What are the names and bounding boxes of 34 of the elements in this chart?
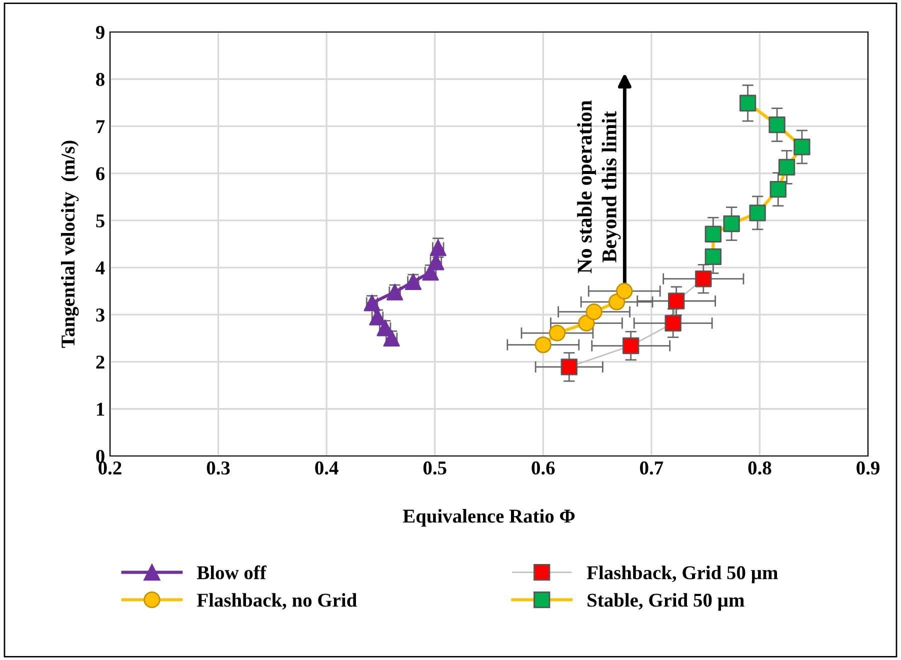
y-tick-label: 1 (96, 402, 104, 416)
y-tick-label: 8 (96, 72, 104, 86)
point (704, 248, 722, 266)
x-tick-label: 0.2 (98, 461, 122, 475)
point (739, 94, 756, 112)
y-tick-label: 2 (96, 356, 104, 369)
point (778, 158, 796, 176)
y-tick-label: 3 (96, 308, 104, 322)
y-tick-label: 6 (96, 167, 105, 180)
y-axis-title: Tangential velocity (m/s) (60, 140, 79, 348)
point (622, 337, 640, 354)
point (770, 181, 786, 198)
x-tick-label: 0.4 (315, 461, 338, 475)
x-tick-label: 0.3 (206, 461, 230, 475)
x-tick-label: 0.8 (748, 461, 772, 475)
x-axis-title: Equivalence Ratio Φ (402, 509, 575, 527)
annotation: No stable operation Beyond this limit (577, 100, 621, 274)
legend-label: Flashback, no Grid (197, 593, 357, 610)
point (560, 358, 578, 376)
point (695, 270, 712, 288)
y-tick-label: 7 (96, 120, 105, 133)
y-tick-label: 5 (96, 214, 104, 228)
x-tick-label: 0.5 (423, 461, 446, 475)
x-tick-label: 0.7 (640, 461, 664, 475)
legend-label: Blow off (197, 565, 267, 580)
point (668, 292, 685, 310)
x-tick-label: 0.9 (856, 461, 880, 475)
point (664, 314, 682, 332)
y-tick-label: 9 (96, 26, 104, 39)
x-tick-label: 0.6 (532, 461, 555, 475)
y-tick-label: 0 (96, 450, 104, 463)
y-tick-label: 4 (96, 262, 105, 274)
legend-label: Flashback, Grid 50 µm (586, 566, 778, 584)
legend-label: Stable, Grid 50 µm (588, 593, 744, 611)
